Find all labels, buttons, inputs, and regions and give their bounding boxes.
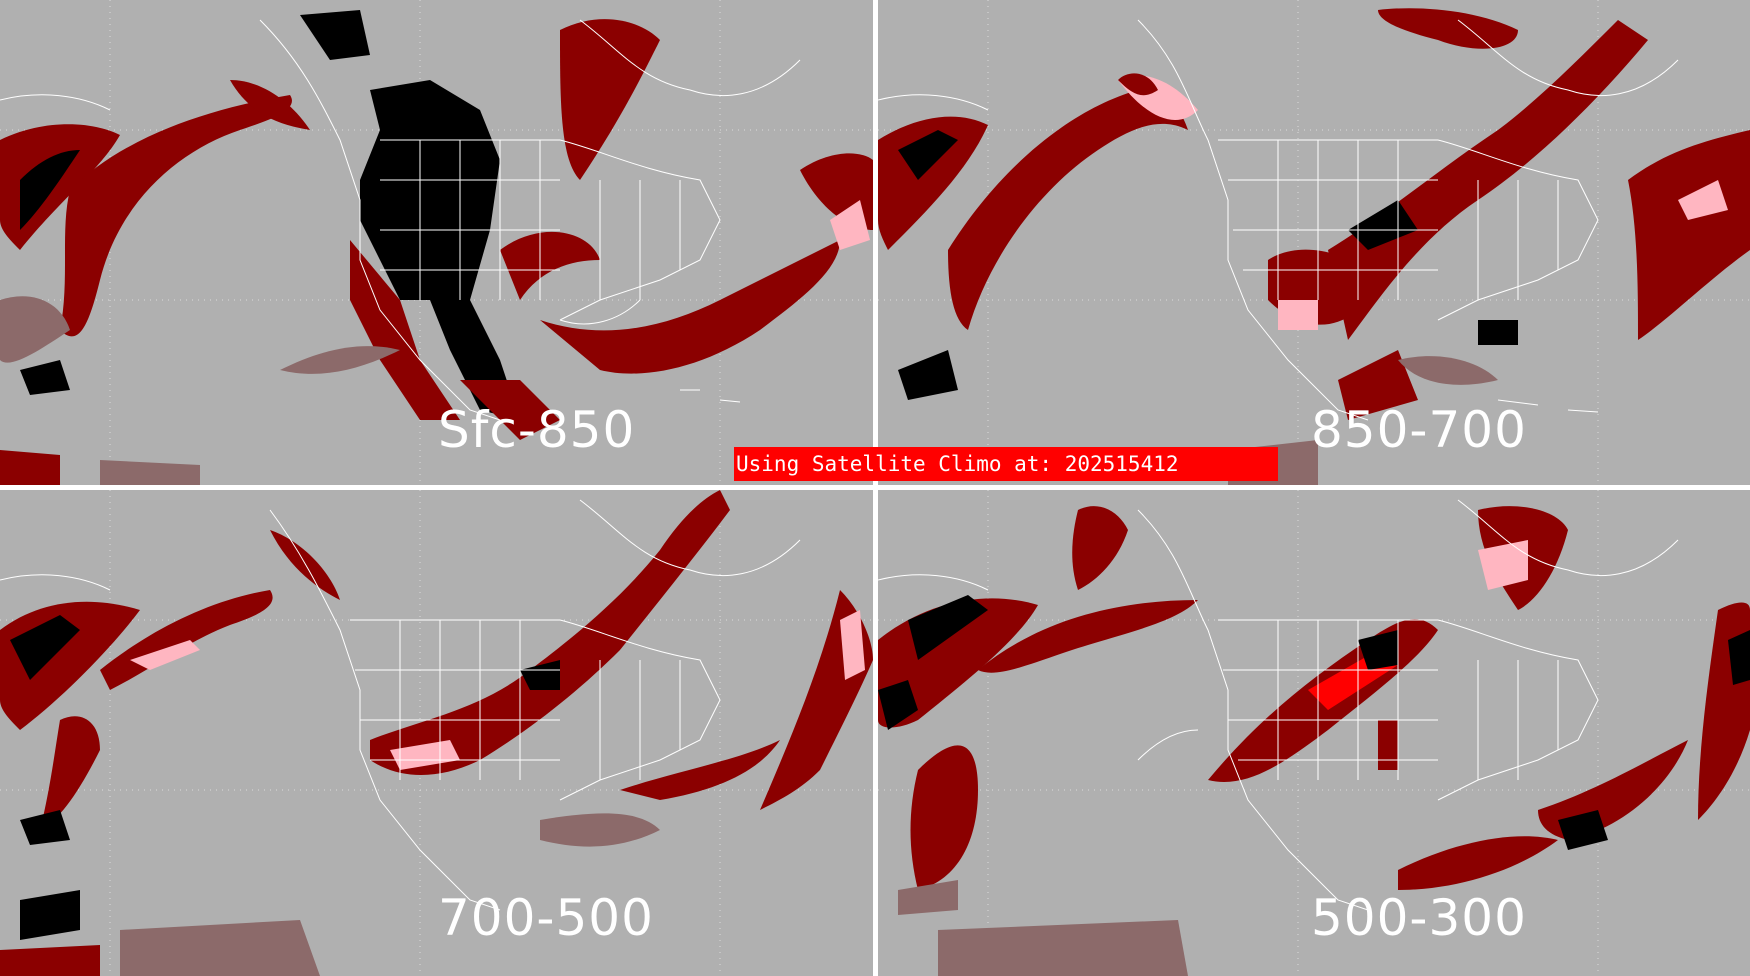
moisture-field: [878, 8, 1750, 485]
panel-sfc-850: Sfc-850: [0, 0, 873, 485]
panel-850-700: 850-700: [878, 0, 1750, 485]
state-country-outlines: [878, 19, 1679, 421]
moisture-field: [0, 490, 873, 976]
moisture-map-sfc-850: [0, 0, 873, 485]
state-country-outlines: [878, 499, 1679, 911]
state-country-outlines: [0, 19, 801, 421]
panel-500-300: 500-300: [878, 490, 1750, 976]
layer-label: 700-500: [438, 889, 654, 947]
moisture-map-850-700: [878, 0, 1750, 485]
grid-lines: [878, 0, 1750, 485]
layer-label: Sfc-850: [438, 401, 636, 459]
satellite-climo-banner: Using Satellite Climo at: 202515412: [734, 447, 1278, 481]
layer-label: 500-300: [1311, 889, 1527, 947]
moisture-map-500-300: [878, 490, 1750, 976]
panel-700-500: 700-500: [0, 490, 873, 976]
layer-label: 850-700: [1311, 401, 1527, 459]
moisture-field: [0, 10, 873, 485]
moisture-field: [878, 506, 1750, 976]
moisture-map-700-500: [0, 490, 873, 976]
state-country-outlines: [0, 499, 801, 911]
